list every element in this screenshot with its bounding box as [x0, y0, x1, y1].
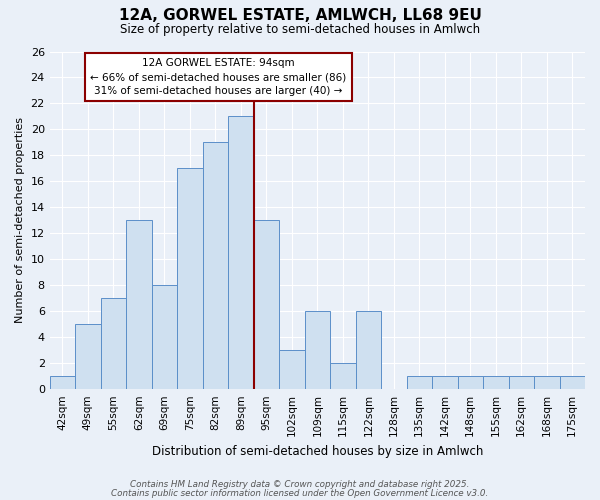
Bar [407, 376, 432, 389]
Text: Size of property relative to semi-detached houses in Amlwch: Size of property relative to semi-detach… [120, 22, 480, 36]
Text: Contains HM Land Registry data © Crown copyright and database right 2025.: Contains HM Land Registry data © Crown c… [130, 480, 470, 489]
Text: 12A GORWEL ESTATE: 94sqm
← 66% of semi-detached houses are smaller (86)
31% of s: 12A GORWEL ESTATE: 94sqm ← 66% of semi-d… [90, 58, 346, 96]
Bar [483, 376, 509, 389]
X-axis label: Distribution of semi-detached houses by size in Amlwch: Distribution of semi-detached houses by … [152, 444, 483, 458]
Bar [126, 220, 152, 389]
Bar [279, 350, 305, 389]
Bar [152, 286, 177, 389]
Bar [330, 363, 356, 389]
Bar [305, 312, 330, 389]
Text: 12A, GORWEL ESTATE, AMLWCH, LL68 9EU: 12A, GORWEL ESTATE, AMLWCH, LL68 9EU [119, 8, 481, 22]
Bar [101, 298, 126, 389]
Bar [356, 312, 381, 389]
Bar [75, 324, 101, 389]
Bar [228, 116, 254, 389]
Text: Contains public sector information licensed under the Open Government Licence v3: Contains public sector information licen… [112, 489, 488, 498]
Bar [177, 168, 203, 389]
Y-axis label: Number of semi-detached properties: Number of semi-detached properties [15, 118, 25, 324]
Bar [203, 142, 228, 389]
Bar [534, 376, 560, 389]
Bar [509, 376, 534, 389]
Bar [50, 376, 75, 389]
Bar [458, 376, 483, 389]
Bar [254, 220, 279, 389]
Bar [432, 376, 458, 389]
Bar [560, 376, 585, 389]
